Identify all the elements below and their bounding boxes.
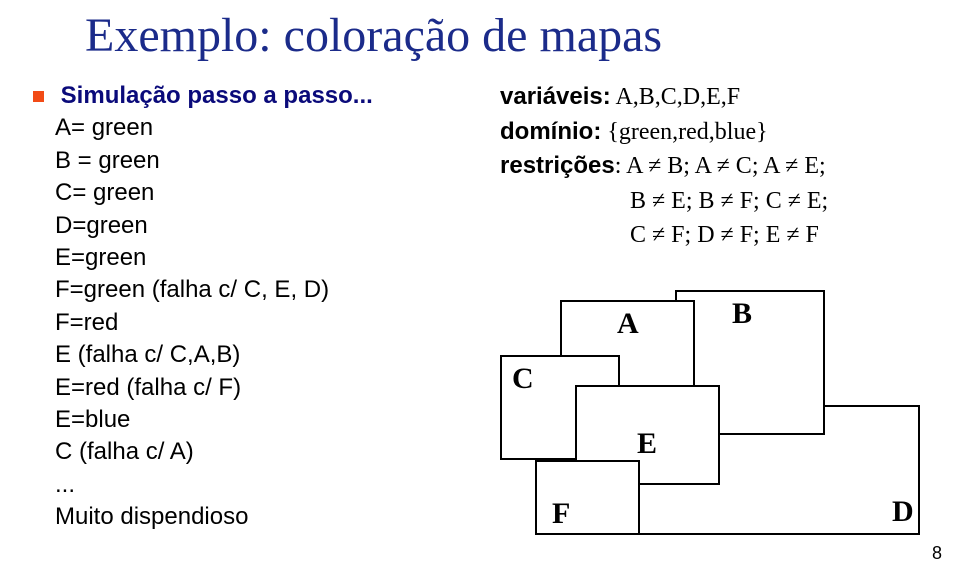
region-label-E: E: [637, 427, 657, 461]
step-line: Muito dispendioso: [55, 501, 475, 533]
slide-title: Exemplo: coloração de mapas: [85, 8, 662, 63]
region-F: F: [535, 460, 640, 535]
step-line: F=red: [55, 307, 475, 339]
right-column: variáveis: A,B,C,D,E,F domínio: {green,r…: [500, 80, 940, 253]
dominio-label: domínio:: [500, 118, 601, 145]
restricoes-value-3: C ≠ F; D ≠ F; E ≠ F: [630, 222, 819, 248]
variaveis-label: variáveis:: [500, 83, 611, 110]
title-w1: Exemplo:: [85, 9, 272, 62]
region-label-D: D: [892, 495, 914, 529]
restricoes-line-1: restrições: A ≠ B; A ≠ C; A ≠ E;: [500, 149, 940, 184]
step-line: C= green: [55, 177, 475, 209]
restricoes-value-2: B ≠ E; B ≠ F; C ≠ E;: [630, 188, 828, 214]
title-w2: coloração de: [272, 9, 540, 62]
title-w3: mapas: [539, 9, 662, 62]
step-line: E=green: [55, 242, 475, 274]
sim-heading: Simulação passo a passo...: [55, 80, 475, 112]
map-diagram: D B A C E F: [500, 290, 920, 560]
dominio-line: domínio: {green,red,blue}: [500, 115, 940, 150]
step-line: ...: [55, 469, 475, 501]
restricoes-line-2: B ≠ E; B ≠ F; C ≠ E;: [500, 184, 940, 219]
restricoes-label: restrições: [500, 152, 615, 179]
region-label-C: C: [512, 362, 534, 396]
step-line: C (falha c/ A): [55, 436, 475, 468]
restricoes-value-1: : A ≠ B; A ≠ C; A ≠ E;: [615, 153, 826, 179]
bullet-icon: [33, 91, 44, 102]
page-number: 8: [932, 543, 942, 564]
dominio-value: {green,red,blue}: [601, 119, 767, 145]
step-line: D=green: [55, 210, 475, 242]
step-line: E=blue: [55, 404, 475, 436]
left-column: Simulação passo a passo... A= green B = …: [55, 80, 475, 533]
step-line: E (falha c/ C,A,B): [55, 339, 475, 371]
region-label-F: F: [552, 497, 570, 531]
sim-heading-text: Simulação passo a passo...: [61, 82, 373, 109]
variaveis-line: variáveis: A,B,C,D,E,F: [500, 80, 940, 115]
variaveis-value: A,B,C,D,E,F: [611, 84, 740, 110]
step-line: B = green: [55, 145, 475, 177]
restricoes-line-3: C ≠ F; D ≠ F; E ≠ F: [500, 218, 940, 253]
region-label-B: B: [732, 297, 752, 331]
region-label-A: A: [617, 307, 639, 341]
step-line: F=green (falha c/ C, E, D): [55, 274, 475, 306]
step-line: A= green: [55, 112, 475, 144]
step-line: E=red (falha c/ F): [55, 372, 475, 404]
